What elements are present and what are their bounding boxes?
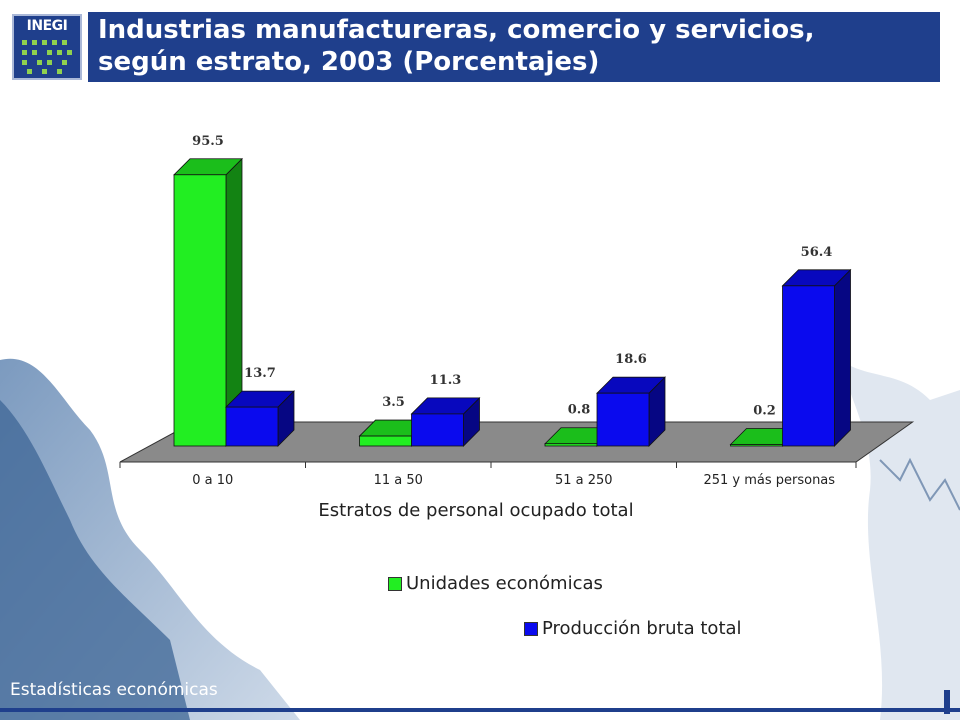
- bar: [544, 443, 598, 447]
- legend-item-produccion: Producción bruta total: [524, 618, 784, 641]
- data-label: 56.4: [801, 245, 833, 260]
- bar: [411, 413, 464, 447]
- bar: [225, 406, 279, 447]
- footer-line: [0, 708, 960, 712]
- logo-text: INEGI: [26, 18, 68, 34]
- legend-label: Unidades económicas: [406, 573, 603, 594]
- data-label: 11.3: [430, 373, 462, 388]
- bar: [782, 285, 835, 447]
- bar: [359, 435, 412, 447]
- page-title-line-1: Industrias manufactureras, comercio y se…: [98, 15, 815, 45]
- bar: [173, 174, 227, 447]
- bar-chart: 95.5 13.7 0 a 10 3.5 11.3 11 a 50 0.8 18.6 51 a …: [119, 134, 915, 521]
- legend-item-unidades: Unidades económicas: [388, 573, 648, 596]
- x-axis-title: Estratos de personal ocupado total: [318, 500, 633, 521]
- bar-side: [834, 268, 851, 447]
- logo-dots-icon: [22, 40, 72, 74]
- footer-mark: [944, 690, 950, 714]
- legend-swatch-blue: [524, 622, 538, 636]
- x-tick-label: 51 a 250: [555, 473, 613, 488]
- legend-swatch-green: [388, 577, 402, 591]
- footer-label: Estadísticas económicas: [10, 680, 218, 700]
- title-bar: Industrias manufactureras, comercio y se…: [88, 12, 940, 82]
- x-tick-label: 11 a 50: [374, 473, 423, 488]
- legend-label: Producción bruta total: [542, 618, 742, 639]
- bar: [730, 444, 783, 447]
- x-tick-label: 251 y más personas: [703, 473, 835, 488]
- inegi-logo: INEGI: [12, 14, 82, 80]
- bar: [596, 392, 650, 447]
- data-label: 0.8: [568, 403, 591, 418]
- x-tick-label: 0 a 10: [192, 473, 233, 488]
- data-label: 95.5: [192, 134, 224, 149]
- footer-band: Estadísticas económicas: [0, 672, 960, 720]
- data-label: 3.5: [382, 395, 405, 410]
- data-label: 13.7: [244, 366, 276, 381]
- data-label: 0.2: [753, 404, 776, 419]
- page-title-line-2: según estrato, 2003 (Porcentajes): [98, 47, 600, 77]
- data-label: 18.6: [615, 352, 647, 367]
